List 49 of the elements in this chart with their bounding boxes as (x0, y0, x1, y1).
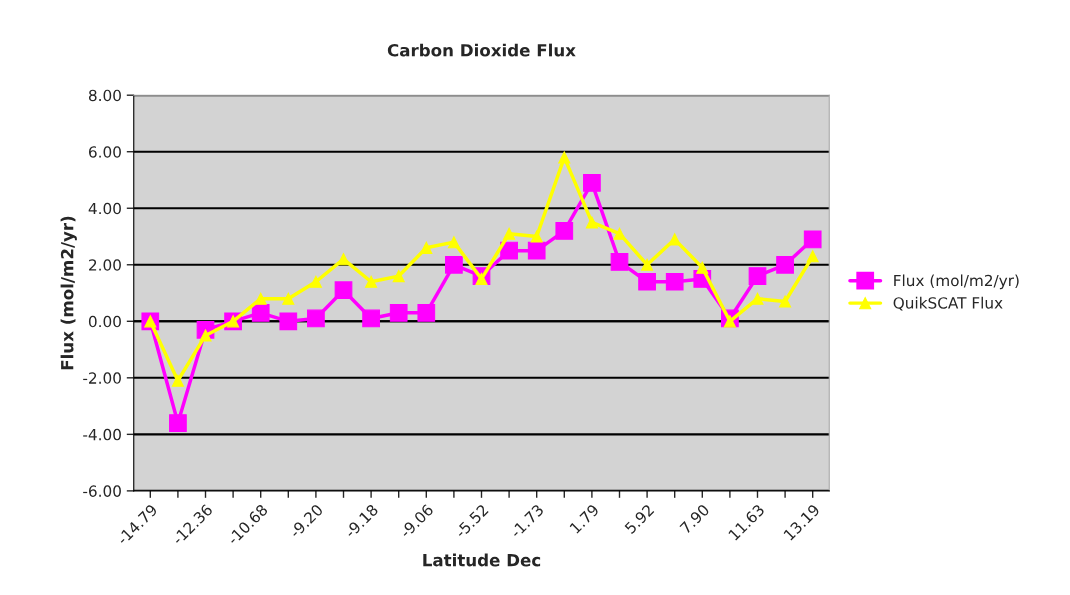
point (337, 253, 350, 266)
point (169, 414, 187, 432)
point (447, 236, 460, 249)
point (585, 216, 598, 229)
y-tick-label: 6.00 (88, 146, 121, 158)
point (641, 258, 654, 271)
point (610, 253, 629, 271)
point (558, 151, 571, 164)
y-tick-label: 2.00 (89, 259, 121, 271)
point (445, 255, 463, 274)
point (334, 281, 353, 300)
point (420, 241, 433, 254)
y-tick-label: 8.00 (88, 89, 121, 102)
y-tick-label: 0.00 (88, 315, 121, 328)
point (279, 312, 298, 331)
point (613, 227, 626, 240)
point (696, 261, 709, 274)
point (779, 295, 792, 308)
point (751, 292, 764, 305)
point (389, 303, 408, 322)
x-axis-title: Latitude Dec (423, 553, 541, 567)
point (776, 255, 794, 274)
point (392, 270, 405, 283)
y-tick-label: -4.00 (83, 428, 121, 441)
point (527, 241, 546, 260)
point (307, 309, 325, 328)
point (171, 374, 184, 387)
chart-title: Carbon Dioxide Flux (387, 43, 576, 57)
point (748, 267, 767, 285)
point (417, 303, 436, 322)
y-tick-label: 4.00 (88, 202, 121, 215)
point (583, 173, 601, 192)
y-tick-label: -6.00 (83, 485, 121, 497)
point (251, 303, 270, 322)
point (282, 292, 295, 305)
point (638, 272, 656, 291)
point (365, 275, 378, 288)
y-tick-label: -2.00 (83, 372, 121, 384)
point (803, 230, 822, 249)
point (530, 230, 543, 243)
legend-label: QuikSCAT Flux (893, 296, 1003, 311)
point (555, 222, 574, 240)
point (806, 250, 819, 263)
point (503, 227, 516, 240)
point (309, 275, 322, 288)
y-axis-title: Flux (mol/m2/yr) (60, 216, 77, 370)
legend-label: Flux (mol/m2/yr) (894, 274, 1019, 290)
point (665, 272, 684, 291)
point (362, 309, 380, 328)
